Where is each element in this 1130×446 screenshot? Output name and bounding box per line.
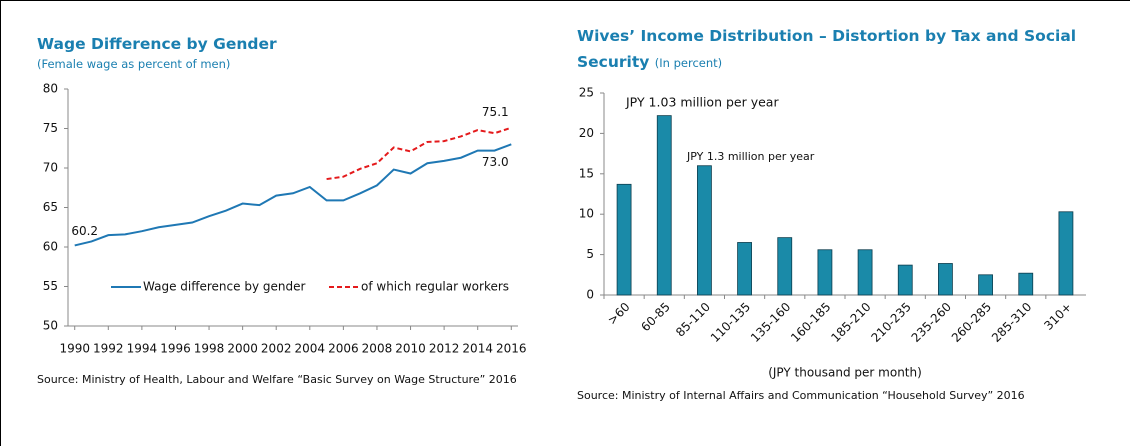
x-tick-label: 2004 bbox=[295, 342, 326, 356]
x-tick-label: 1990 bbox=[59, 342, 90, 356]
y-tick-label: 70 bbox=[43, 161, 58, 175]
x-tick-label: 2006 bbox=[328, 342, 359, 356]
x-tick-label: 185-210 bbox=[828, 300, 873, 345]
bar bbox=[777, 237, 793, 296]
x-tick-label: 310+ bbox=[1041, 300, 1074, 333]
source: Source: Ministry of Health, Labour and W… bbox=[37, 373, 517, 386]
bar bbox=[978, 274, 993, 296]
x-tick-label: 2012 bbox=[429, 342, 460, 356]
legend-label: of which regular workers bbox=[361, 280, 509, 294]
y-tick-label: 75 bbox=[43, 121, 58, 135]
annotation: JPY 1.03 million per year bbox=[625, 95, 779, 110]
series-line bbox=[326, 126, 512, 181]
bar bbox=[938, 263, 953, 296]
x-tick-label: 2014 bbox=[462, 342, 493, 356]
bar bbox=[817, 249, 833, 296]
y-tick-label: 10 bbox=[579, 207, 594, 221]
chart-title: Wage Difference by Gender bbox=[37, 35, 277, 53]
x-tick-label: 1996 bbox=[160, 342, 191, 356]
chart-title: Wives’ Income Distribution – Distortion … bbox=[577, 23, 1097, 76]
x-tick-label: 2016 bbox=[496, 342, 527, 356]
bar bbox=[656, 115, 672, 296]
bar bbox=[1058, 211, 1074, 296]
value-label: 75.1 bbox=[482, 105, 509, 119]
x-tick-label: 160-185 bbox=[788, 300, 833, 345]
y-tick-label: 65 bbox=[43, 200, 58, 214]
x-tick-label: 2000 bbox=[227, 342, 258, 356]
legend-label: Wage difference by gender bbox=[143, 280, 305, 294]
bar bbox=[857, 249, 873, 296]
source: Source: Ministry of Internal Affairs and… bbox=[577, 389, 1025, 402]
chart-subtitle: (In percent) bbox=[654, 56, 723, 70]
bar bbox=[697, 165, 712, 296]
x-tick-label: 1992 bbox=[93, 342, 124, 356]
y-tick-label: 5 bbox=[586, 247, 594, 261]
x-tick-label: 210-235 bbox=[868, 300, 913, 345]
x-tick-label: 2002 bbox=[261, 342, 292, 356]
y-tick-label: 60 bbox=[43, 240, 58, 254]
x-tick-label: 2008 bbox=[362, 342, 393, 356]
bar bbox=[1018, 272, 1034, 296]
x-tick-label: 1994 bbox=[127, 342, 158, 356]
y-tick-label: 55 bbox=[43, 279, 58, 293]
y-tick-label: 15 bbox=[579, 166, 594, 180]
value-label: 73.0 bbox=[482, 155, 509, 169]
x-tick-label: 85-110 bbox=[673, 300, 713, 340]
bar bbox=[897, 264, 913, 296]
x-tick-label: 260-285 bbox=[949, 300, 994, 345]
value-label: 60.2 bbox=[71, 224, 98, 238]
y-tick-label: 20 bbox=[579, 126, 594, 140]
bar bbox=[737, 242, 752, 296]
title-text: Wives’ Income Distribution – Distortion … bbox=[577, 27, 1077, 71]
chart-subtitle: (Female wage as percent of men) bbox=[37, 57, 231, 71]
x-tick-label: 135-160 bbox=[748, 300, 793, 345]
y-tick-label: 25 bbox=[579, 86, 594, 100]
annotation: JPY 1.3 million per year bbox=[686, 150, 815, 163]
x-tick-label: 235-260 bbox=[909, 300, 954, 345]
x-tick-label: 2010 bbox=[395, 342, 426, 356]
y-tick-label: 50 bbox=[43, 319, 58, 333]
x-tick-label: 1998 bbox=[194, 342, 225, 356]
y-tick-label: 0 bbox=[586, 288, 594, 302]
bar bbox=[616, 183, 632, 296]
x-tick-label: 110-135 bbox=[708, 300, 753, 345]
x-tick-label: 285-310 bbox=[989, 300, 1034, 345]
x-tick-label: >60 bbox=[605, 300, 633, 328]
series-line bbox=[74, 143, 512, 247]
x-axis-label: (JPY thousand per month) bbox=[768, 366, 922, 380]
x-tick-label: 60-85 bbox=[638, 300, 673, 335]
y-tick-label: 80 bbox=[43, 82, 58, 96]
